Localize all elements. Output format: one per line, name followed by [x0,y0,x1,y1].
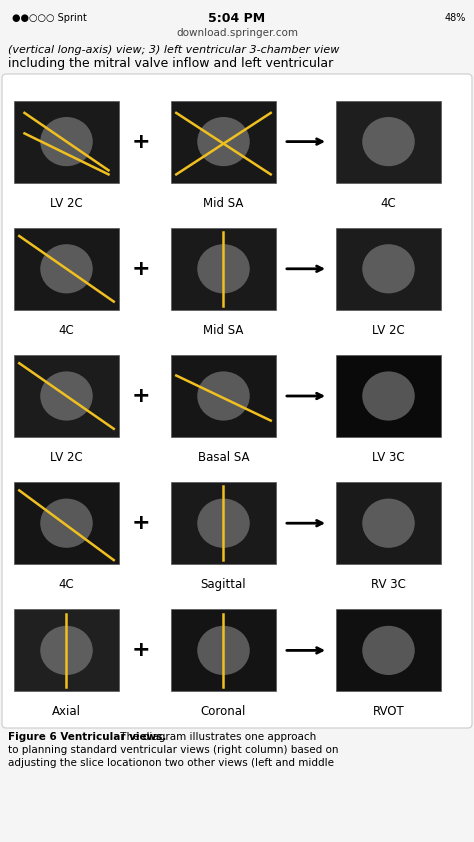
Bar [171,610,276,691]
Bar [171,100,276,183]
Text: The diagram illustrates one approach: The diagram illustrates one approach [118,732,317,742]
Bar [336,355,441,437]
Text: 4C: 4C [59,324,74,337]
FancyBboxPatch shape [2,74,472,728]
Ellipse shape [40,371,93,421]
Text: to planning standard ventricular views (right column) based on: to planning standard ventricular views (… [8,745,338,755]
Text: +: + [132,131,150,152]
Ellipse shape [197,117,250,166]
Bar [336,610,441,691]
Text: 48%: 48% [445,13,466,23]
Ellipse shape [197,244,250,293]
Text: including the mitral valve inflow and left ventricular: including the mitral valve inflow and le… [8,56,333,70]
Text: download.springer.com: download.springer.com [176,28,298,38]
Ellipse shape [197,498,250,548]
Text: +: + [132,258,150,279]
Text: Sagittal: Sagittal [201,578,246,591]
Ellipse shape [40,498,93,548]
Text: +: + [132,514,150,533]
Text: 4C: 4C [59,578,74,591]
Text: +: + [132,386,150,406]
Text: RVOT: RVOT [373,706,404,718]
Ellipse shape [362,371,415,421]
Text: Axial: Axial [52,706,81,718]
Text: LV 2C: LV 2C [50,196,83,210]
Bar [14,228,119,310]
Text: 4C: 4C [381,196,396,210]
Text: Figure 6 Ventricular views.: Figure 6 Ventricular views. [8,732,166,742]
Bar [14,482,119,564]
Text: Mid SA: Mid SA [203,324,244,337]
Text: Coronal: Coronal [201,706,246,718]
Ellipse shape [40,244,93,293]
Bar [14,355,119,437]
Ellipse shape [362,117,415,166]
Bar [171,355,276,437]
Ellipse shape [40,117,93,166]
Text: (vertical long-axis) view; 3) left ventricular 3-chamber view: (vertical long-axis) view; 3) left ventr… [8,45,339,55]
Bar [14,100,119,183]
Bar [336,100,441,183]
Bar [14,610,119,691]
Bar [336,482,441,564]
Text: 5:04 PM: 5:04 PM [209,12,265,24]
Text: ●●○○○ Sprint: ●●○○○ Sprint [12,13,87,23]
Ellipse shape [197,626,250,675]
Ellipse shape [362,626,415,675]
Bar [336,228,441,310]
Text: LV 3C: LV 3C [372,451,405,464]
Bar [171,482,276,564]
Ellipse shape [362,244,415,293]
Text: RV 3C: RV 3C [371,578,406,591]
Ellipse shape [197,371,250,421]
Text: Basal SA: Basal SA [198,451,249,464]
Text: adjusting the slice locationon two other views (left and middle: adjusting the slice locationon two other… [8,758,334,768]
Text: +: + [132,641,150,660]
Bar [171,228,276,310]
Text: Mid SA: Mid SA [203,196,244,210]
Ellipse shape [362,498,415,548]
Ellipse shape [40,626,93,675]
Text: LV 2C: LV 2C [50,451,83,464]
Text: LV 2C: LV 2C [372,324,405,337]
